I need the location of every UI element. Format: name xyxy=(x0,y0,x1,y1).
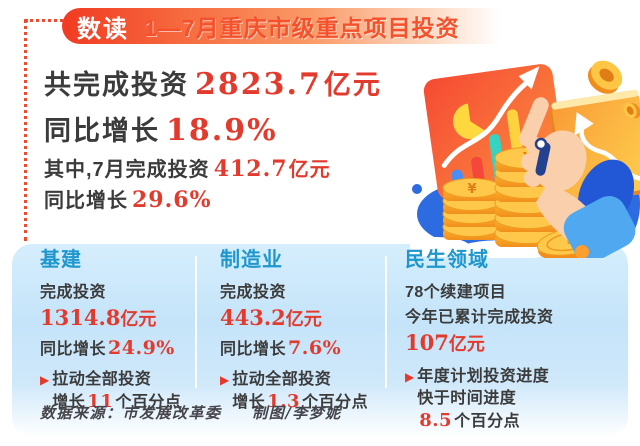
dotted-line-vertical xyxy=(24,19,27,241)
sector-livelihood: 民生领域 78个续建项目 今年已累计完成投资 107亿元 ▶ 年度计划投资进度 … xyxy=(405,248,623,433)
arrowhead-icon xyxy=(518,66,540,90)
graphic-credit: 制图/李梦妮 xyxy=(252,404,342,422)
sector-value: 1314.8亿元 xyxy=(40,304,192,335)
summary-growth-label: 同比增长 xyxy=(44,116,160,146)
bar-red xyxy=(471,156,486,193)
note-line1: 年度计划投资进度 xyxy=(417,368,550,385)
bullet-triangle-icon: ▶ xyxy=(40,373,50,387)
note-line3: 8.5 个百分点 xyxy=(419,410,521,431)
note-line2: 增长 11 个百分点 xyxy=(52,391,182,412)
sector-growth-label: 同比增长 xyxy=(40,341,107,358)
sector-manufacturing: 制造业 完成投资 443.2亿元 同比增长 7.6% ▶ 拉动全部投资 增长 1.3… xyxy=(220,248,382,414)
summary-total-value: 2823.7 xyxy=(195,67,322,102)
summary-block: 共完成投资 2823.7亿元 同比增长 18.9% 其中,7月完成投资 412.7亿元… xyxy=(44,62,382,216)
sector-note: ▶ 拉动全部投资 增长 11 个百分点 xyxy=(40,369,192,414)
bullet-triangle-icon: ▶ xyxy=(405,370,415,384)
summary-line-july: 其中,7月完成投资 412.7亿元 xyxy=(44,154,382,185)
summary-total-unit: 亿元 xyxy=(323,70,382,100)
summary-total-label: 共完成投资 xyxy=(44,70,189,100)
coin-symbol: ¥ xyxy=(523,149,534,167)
sector-infrastructure: 基建 完成投资 1314.8亿元 同比增长 24.9% ▶ 拉动全部投资 增长 11… xyxy=(40,248,192,414)
summary-growth-value: 18.9% xyxy=(166,113,278,148)
data-source: 数据来源：市发展改革委 xyxy=(40,404,222,422)
sector-note: ▶ 拉动全部投资 增长 1.3 个百分点 xyxy=(220,369,382,414)
header-badge: 数读 1—7月重庆市级重点项目投资 xyxy=(62,8,514,44)
bullet-triangle-icon: ▶ xyxy=(220,373,230,387)
coin-symbol: ¥ xyxy=(467,182,476,197)
summary-july-growth-label: 同比增长 xyxy=(44,190,128,212)
summary-july-label: 其中,7月完成投资 xyxy=(44,159,210,181)
sector-title: 基建 xyxy=(40,249,82,271)
column-divider xyxy=(385,256,387,388)
note-line1: 拉动全部投资 xyxy=(232,371,332,388)
index-finger xyxy=(519,97,549,147)
sector-note: ▶ 年度计划投资进度 快于时间进度 8.5 个百分点 xyxy=(405,366,623,433)
summary-line-total: 共完成投资 2823.7亿元 xyxy=(44,62,382,108)
sector-value-unit: 亿元 xyxy=(120,309,157,329)
dotted-line-horizontal xyxy=(25,19,69,22)
sector-value-number: 443.2 xyxy=(220,305,286,330)
summary-july-growth-value: 29.6% xyxy=(132,187,212,213)
bar-blue xyxy=(451,169,465,196)
sector-line2: 今年已累计完成投资 xyxy=(405,309,554,326)
sector-growth-value: 7.6% xyxy=(288,337,342,359)
sector-value-unit: 亿元 xyxy=(448,334,485,354)
sector-value-unit: 亿元 xyxy=(285,309,322,329)
column-divider xyxy=(195,256,197,388)
arrowhead-icon xyxy=(574,112,594,136)
floating-coin-icon xyxy=(587,60,640,119)
summary-line-growth: 同比增长 18.9% xyxy=(44,108,382,154)
summary-line-july-growth: 同比增长 29.6% xyxy=(44,185,382,216)
note-line1: 拉动全部投资 xyxy=(52,371,152,388)
sector-growth-label: 同比增长 xyxy=(220,341,287,358)
bar-yellow xyxy=(506,109,528,187)
coin-stack-icon: ¥ ¥ ¥ xyxy=(442,147,608,258)
page-title: 1—7月重庆市级重点项目投资 xyxy=(144,15,460,41)
sector-title: 民生领域 xyxy=(405,249,489,271)
pointing-hand-icon xyxy=(519,97,636,258)
summary-july-unit: 亿元 xyxy=(288,159,331,181)
badge-label: 数读 xyxy=(77,15,129,43)
note-line2: 快于时间进度 xyxy=(417,390,517,407)
sector-title: 制造业 xyxy=(220,249,283,271)
pen-cap xyxy=(534,137,548,151)
sector-line1: 78个续建项目 xyxy=(405,284,507,301)
pen-icon xyxy=(535,142,551,176)
sector-value: 443.2亿元 xyxy=(220,304,382,335)
stats-panel xyxy=(12,244,628,437)
bar-teal xyxy=(489,134,507,190)
sector-value-number: 1314.8 xyxy=(40,305,121,330)
sector-value-number: 107 xyxy=(405,330,449,355)
footer-credit: 数据来源：市发展改革委 制图/李梦妮 xyxy=(40,402,342,423)
sector-growth-value: 24.9% xyxy=(108,337,175,359)
curve-arrow xyxy=(579,123,640,182)
sector-value: 107亿元 xyxy=(405,329,623,360)
growth-arrow xyxy=(441,79,530,168)
chart-card-icon xyxy=(423,64,567,200)
summary-july-value: 412.7 xyxy=(213,156,288,182)
sector-growth: 同比增长 7.6% xyxy=(220,335,382,363)
sector-label: 完成投资 xyxy=(40,284,107,301)
sector-label: 完成投资 xyxy=(220,284,287,301)
sector-growth: 同比增长 24.9% xyxy=(40,335,192,363)
growth-card-icon xyxy=(549,89,640,205)
investment-illustration: ¥ ¥ ¥ xyxy=(410,60,640,258)
pie-chart-icon xyxy=(453,103,486,140)
note-line2: 增长 1.3 个百分点 xyxy=(232,391,369,412)
